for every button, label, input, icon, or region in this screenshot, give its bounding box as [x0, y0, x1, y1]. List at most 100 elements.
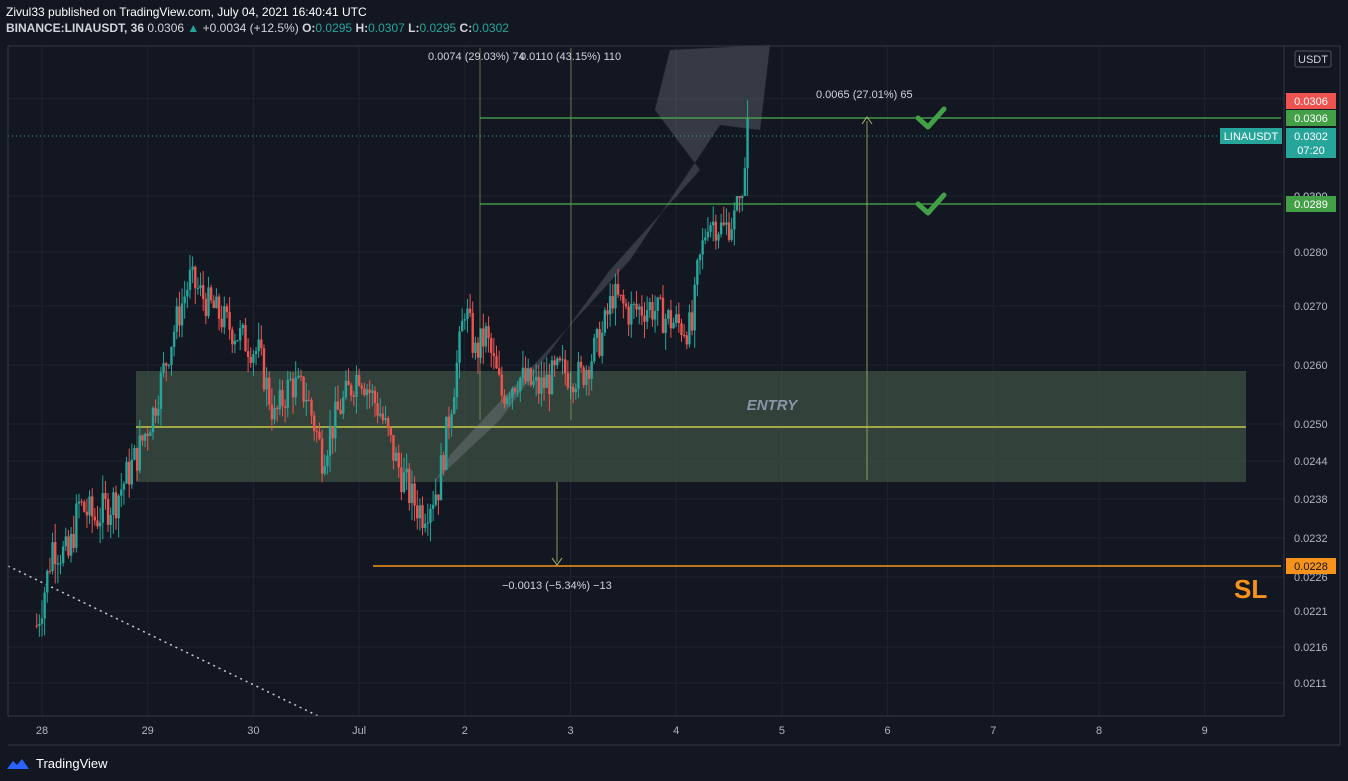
candle-body: [157, 408, 160, 416]
candle-body: [479, 328, 482, 358]
candle-body: [51, 542, 54, 572]
candle-body: [349, 385, 353, 396]
candle-body: [312, 415, 316, 432]
candle-body: [476, 342, 480, 358]
candle-body: [566, 373, 570, 388]
candle-body: [587, 370, 591, 379]
candle-body: [135, 447, 139, 471]
x-tick-label: 8: [1096, 725, 1102, 737]
candle-body: [413, 483, 416, 506]
candle-body: [706, 231, 710, 238]
candle-body: [727, 222, 731, 240]
change-value: +0.0034 (+12.5%): [202, 21, 299, 35]
candle-body: [167, 365, 171, 367]
candle-body: [231, 329, 234, 345]
candle-body: [96, 520, 99, 527]
candle-body: [714, 221, 718, 241]
candle-body: [133, 447, 136, 460]
measure-label-2: 0.0110 (43.15%) 110: [520, 51, 621, 63]
candle-body: [175, 306, 178, 332]
candle-body: [46, 570, 49, 593]
candle-body: [392, 435, 395, 461]
candle-body: [347, 380, 350, 386]
candle-body: [437, 494, 440, 501]
footer-brand[interactable]: TradingView: [6, 756, 108, 771]
candle-body: [334, 401, 337, 439]
candle-body: [540, 377, 543, 394]
candle-body: [442, 455, 445, 470]
candle-body: [569, 386, 572, 388]
candle-body: [363, 388, 366, 395]
candle-body: [371, 390, 374, 393]
candle-body: [69, 533, 73, 556]
candle-body: [582, 367, 585, 385]
candle-body: [408, 468, 411, 504]
candle-body: [416, 505, 419, 519]
candle-body: [43, 592, 46, 619]
candle-body: [672, 322, 675, 329]
candle-body: [164, 363, 168, 366]
candle-body: [656, 297, 659, 312]
candle-body: [688, 312, 691, 345]
grid: [8, 46, 1284, 716]
up-triangle-icon: ▲: [187, 21, 200, 35]
candle-body: [254, 351, 258, 354]
candle-body: [67, 536, 70, 556]
candle-body: [516, 391, 519, 393]
candle-body: [733, 210, 736, 230]
candle-body: [128, 461, 131, 485]
currency-box[interactable]: [1294, 50, 1332, 68]
last-price-tag-text: 0.0302: [1294, 131, 1328, 143]
candle-body: [91, 496, 94, 517]
candle-body: [698, 254, 702, 261]
x-tick-label: 28: [36, 725, 48, 737]
candle-body: [209, 287, 213, 301]
candle-body: [188, 269, 192, 290]
candle-body: [640, 306, 644, 316]
candle-body: [72, 533, 75, 548]
candle-body: [738, 196, 741, 199]
y-tick-label: 0.0260: [1294, 360, 1328, 372]
candle-body: [606, 310, 609, 315]
candle-body: [593, 337, 596, 362]
candle-body: [323, 466, 326, 474]
candle-body: [675, 314, 678, 323]
candle-body: [558, 358, 562, 361]
candle-body: [680, 323, 683, 336]
candle-body: [249, 356, 252, 363]
candle-body: [368, 389, 371, 393]
price-tag-red: [1286, 93, 1336, 109]
x-tick-label: 29: [142, 725, 154, 737]
y-tick-label: 0.0270: [1294, 301, 1328, 313]
candle-body: [537, 376, 540, 394]
candle-body: [318, 431, 321, 439]
high-value: 0.0307: [368, 21, 405, 35]
candle-body: [595, 329, 599, 338]
y-tick-label: 0.0216: [1294, 642, 1328, 654]
candle-body: [379, 413, 382, 416]
candle-body: [159, 372, 163, 409]
candle-body: [722, 222, 725, 225]
tradingview-logo-icon: [7, 758, 29, 769]
candle-body: [397, 452, 400, 468]
candle-body: [281, 389, 284, 407]
candle-body: [85, 511, 89, 516]
candle-body: [302, 376, 305, 402]
chart-header: Zivul33 published on TradingView.com, Ju…: [6, 4, 509, 36]
candle-body: [365, 389, 369, 395]
price-tag-green-mid: [1286, 196, 1336, 212]
candle-body: [450, 413, 453, 428]
candle-body: [48, 570, 52, 572]
symbol-label: BINANCE:LINAUSDT, 36: [6, 21, 145, 35]
candle-body: [701, 240, 704, 255]
candle-body: [331, 426, 334, 439]
candle-body: [603, 310, 607, 333]
y-tick-label: 0.0280: [1294, 247, 1328, 259]
candle-body: [154, 407, 157, 416]
candle-body: [682, 335, 686, 337]
open-value: 0.0295: [315, 21, 353, 35]
x-tick-label: 30: [247, 725, 259, 737]
candles: [35, 100, 749, 637]
candle-body: [170, 346, 173, 366]
